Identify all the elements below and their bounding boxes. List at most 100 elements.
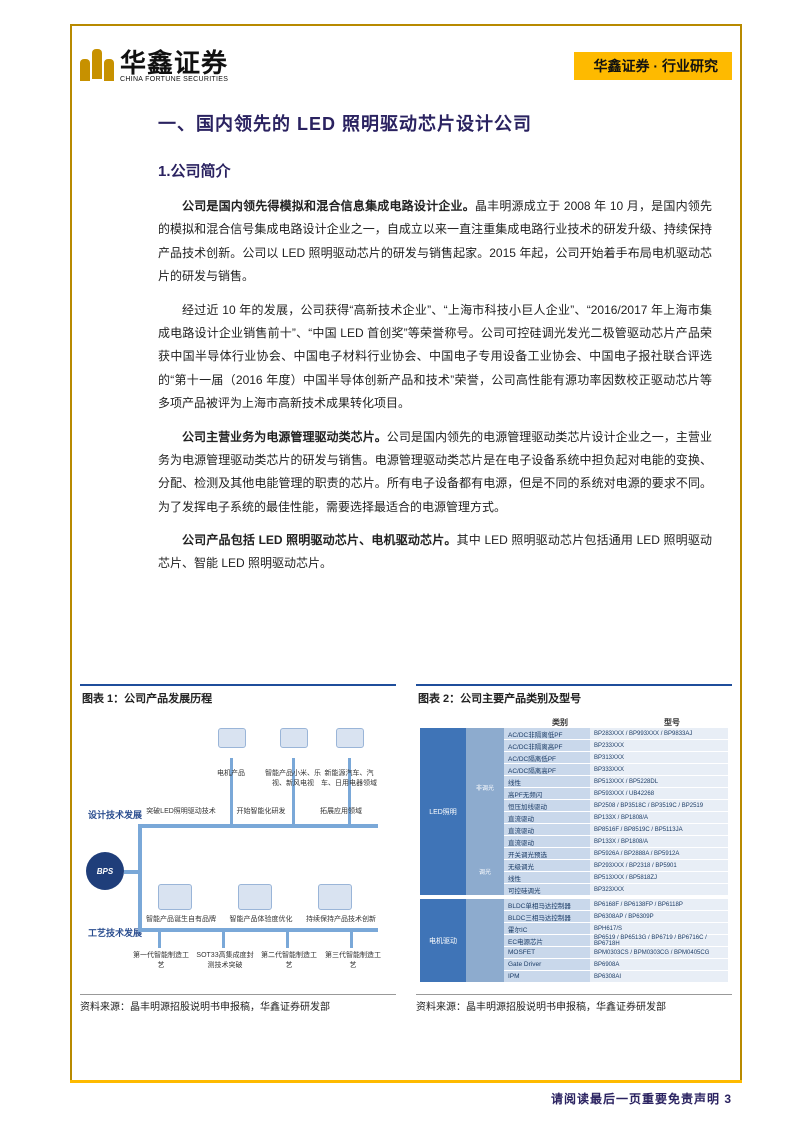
figure-2-body: 类别型号LED照明非调光调光AC/DC非隔离低PFBP283XXX / BP99… <box>416 710 732 990</box>
flow-process-icon <box>318 884 352 910</box>
product-row: AC/DC隔离高PFBP333XXX <box>504 764 728 775</box>
product-row-model: BP233XXX <box>590 740 728 751</box>
figure-1-title: 图表 1：公司产品发展历程 <box>80 684 396 710</box>
flow-endpoint-icon <box>280 728 308 748</box>
table-head-category: 类别 <box>504 714 616 728</box>
flow-generation-node: 第二代智能制造工艺 <box>258 950 320 970</box>
product-row-category: AC/DC非隔离高PF <box>504 740 590 751</box>
flow-design-node: 拓展应用领域 <box>306 806 376 816</box>
product-group-a: LED照明 <box>420 728 466 895</box>
product-row-model: BP513XXX / BP5228DL <box>590 776 728 787</box>
product-row-category: BLDC三相马达控制器 <box>504 911 590 922</box>
product-row: EC电源芯片BP6519 / BP6513G / BP6719 / BP6716… <box>504 935 728 946</box>
product-row: AC/DC非隔离高PFBP233XXX <box>504 740 728 751</box>
product-row: 直流驱动BP133X / BP1808/A <box>504 836 728 847</box>
product-row-category: 无级调光 <box>504 860 590 871</box>
product-row-category: 霍尔IC <box>504 923 590 934</box>
product-row: 恒压加线驱动BP2508 / BP3518C / BP3519C / BP251… <box>504 800 728 811</box>
product-row: 霍尔ICBPH617/S <box>504 923 728 934</box>
product-row-model: BP333XXX <box>590 764 728 775</box>
product-table-header: 类别型号 <box>420 714 728 728</box>
product-row-model: BP593XXX / UB42268 <box>590 788 728 799</box>
product-row: MOSFETBPM0303CS / BPM0303CG / BPM0405CG <box>504 947 728 958</box>
product-table: 类别型号LED照明非调光调光AC/DC非隔离低PFBP283XXX / BP99… <box>420 714 728 986</box>
product-row-category: 恒压加线驱动 <box>504 800 590 811</box>
flow-generation-node: 第一代智能制造工艺 <box>130 950 192 970</box>
product-row: IPMBP6308AI <box>504 971 728 982</box>
flow-endpoint-label: 智能产品小米、乐视、新风电视 <box>262 768 324 788</box>
product-row-model: BP6908A <box>590 959 728 970</box>
product-row-model: BP133X / BP1808/A <box>590 836 728 847</box>
product-row-model: BP513XXX / BP5818ZJ <box>590 872 728 883</box>
flow-design-node: 开始智能化研发 <box>226 806 296 816</box>
logo-cn-text: 华鑫证券 <box>120 50 228 76</box>
table-head-model: 型号 <box>616 714 728 728</box>
product-row: 高PF无频闪BP593XXX / UB42268 <box>504 788 728 799</box>
figure-2-source: 资料来源：晶丰明源招股说明书申报稿，华鑫证券研发部 <box>416 994 732 1013</box>
product-row-category: 直流驱动 <box>504 824 590 835</box>
section-heading-1: 一、国内领先的 LED 照明驱动芯片设计公司 <box>158 110 712 136</box>
product-row-model: BP323XXX <box>590 884 728 895</box>
flow-process-icon <box>158 884 192 910</box>
page-border-right <box>740 24 742 1083</box>
product-row-model: BP283XXX / BP993XXX / BP9833AJ <box>590 728 728 739</box>
product-row-model: BP8516F / BP8519C / BP5113JA <box>590 824 728 835</box>
flow-design-node: 突破LED照明驱动技术 <box>146 806 216 816</box>
product-row-model: BPM0303CS / BPM0303CG / BPM0405CG <box>590 947 728 958</box>
product-row: 线性BP513XXX / BP5228DL <box>504 776 728 787</box>
product-row-category: AC/DC隔离高PF <box>504 764 590 775</box>
product-row-model: BP6168F / BP6138FP / BP6118P <box>590 899 728 910</box>
product-row-category: 直流驱动 <box>504 836 590 847</box>
product-row-category: 线性 <box>504 776 590 787</box>
product-row: Gate DriverBP6908A <box>504 959 728 970</box>
product-row-category: Gate Driver <box>504 959 590 970</box>
product-row-model: BP5926A / BP2888A / BP5912A <box>590 848 728 859</box>
product-row: BLDC单相马达控制器BP6168F / BP6138FP / BP6118P <box>504 899 728 910</box>
header-category-tag: 华鑫证券 · 行业研究 <box>574 52 732 80</box>
flow-generation-node: SOT33高集成度封测技术突破 <box>194 950 256 970</box>
product-row-category: 直流驱动 <box>504 812 590 823</box>
product-row-model: BP6308AP / BP6309P <box>590 911 728 922</box>
product-row-category: 开关调光预选 <box>504 848 590 859</box>
flow-process-label: 持续保持产品技术创新 <box>306 914 376 924</box>
flow-endpoint-icon <box>218 728 246 748</box>
product-group-b: 调光 <box>466 847 504 895</box>
figures-row: 图表 1：公司产品发展历程 BPS设计技术发展工艺技术发展电机产品智能产品小米、… <box>80 684 732 1013</box>
product-row: AC/DC非隔离低PFBP283XXX / BP993XXX / BP9833A… <box>504 728 728 739</box>
product-row-category: 线性 <box>504 872 590 883</box>
product-row: 直流驱动BP8516F / BP8519C / BP5113JA <box>504 824 728 835</box>
product-row-model: BP6308AI <box>590 971 728 982</box>
flame-icon <box>80 51 114 81</box>
flow-generation-node: 第三代智能制造工艺 <box>322 950 384 970</box>
product-row: 线性BP513XXX / BP5818ZJ <box>504 872 728 883</box>
product-row-category: IPM <box>504 971 590 982</box>
flow-process-label: 智能产品诞生自有品牌 <box>146 914 216 924</box>
product-row-category: AC/DC隔离低PF <box>504 752 590 763</box>
product-row-model: BP293XXX / BP2318 / BP5901 <box>590 860 728 871</box>
page-border-top <box>70 24 742 26</box>
product-row-category: 可控硅调光 <box>504 884 590 895</box>
product-row-category: BLDC单相马达控制器 <box>504 899 590 910</box>
paragraph-1: 公司是国内领先得模拟和混合信息集成电路设计企业。晶丰明源成立于 2008 年 1… <box>158 195 712 289</box>
product-row: 无级调光BP293XXX / BP2318 / BP5901 <box>504 860 728 871</box>
product-row-category: EC电源芯片 <box>504 935 590 946</box>
product-row-category: 高PF无频闪 <box>504 788 590 799</box>
product-row-category: MOSFET <box>504 947 590 958</box>
flow-endpoint-label: 电机产品 <box>200 768 262 778</box>
brand-logo: 华鑫证券 CHINA FORTUNE SECURITIES <box>80 50 228 83</box>
product-row-model: BP313XXX <box>590 752 728 763</box>
page-footer-text: 请阅读最后一页重要免责声明 3 <box>551 1090 732 1107</box>
figure-1-source: 资料来源：晶丰明源招股说明书申报稿，华鑫证券研发部 <box>80 994 396 1013</box>
product-row-model: BP133X / BP1808/A <box>590 812 728 823</box>
footer-accent-line <box>70 1080 742 1083</box>
product-row: 开关调光预选BP5926A / BP2888A / BP5912A <box>504 848 728 859</box>
logo-en-text: CHINA FORTUNE SECURITIES <box>120 76 228 83</box>
body-column: 一、国内领先的 LED 照明驱动芯片设计公司 1.公司简介 公司是国内领先得模拟… <box>158 110 712 586</box>
page-border-left <box>70 24 72 1083</box>
product-group-a: 电机驱动 <box>420 899 466 982</box>
paragraph-4: 公司产品包括 LED 照明驱动芯片、电机驱动芯片。其中 LED 照明驱动芯片包括… <box>158 529 712 576</box>
product-row-model: BP6519 / BP6513G / BP6719 / BP6716C / BP… <box>590 935 728 946</box>
flow-process-icon <box>238 884 272 910</box>
flow-process-label: 智能产品体验度优化 <box>226 914 296 924</box>
figure-2-title: 图表 2：公司主要产品类别及型号 <box>416 684 732 710</box>
